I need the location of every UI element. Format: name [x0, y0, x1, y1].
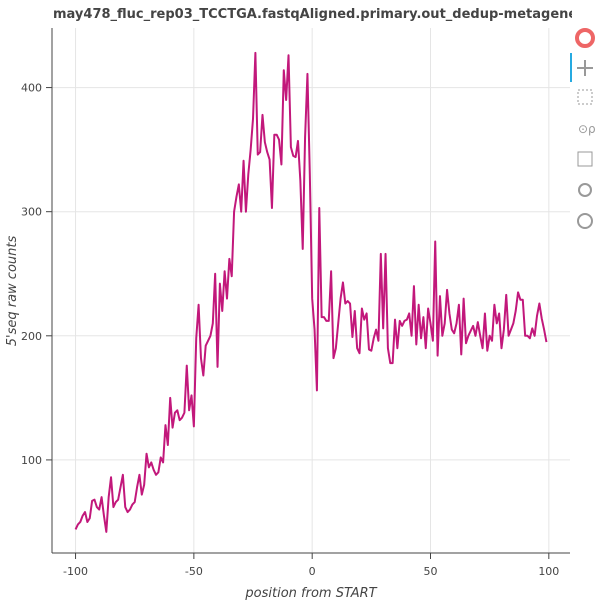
- y-tick-label: 300: [21, 206, 42, 219]
- save-tool[interactable]: [577, 151, 593, 167]
- chart-title: may478_fluc_rep03_TCCTGA.fastqAligned.pr…: [53, 7, 600, 22]
- x-axis-label: position from START: [244, 586, 377, 600]
- line-series: [74, 51, 548, 533]
- y-axis-label: 5'seq raw counts: [5, 236, 20, 347]
- x-tick-label: 0: [309, 565, 316, 578]
- bokeh-logo[interactable]: [575, 28, 595, 48]
- toolbar: ⊙ρ: [570, 0, 600, 600]
- x-tick-label: -100: [63, 565, 88, 578]
- y-tick-label: 400: [21, 82, 42, 95]
- reset-tool[interactable]: [578, 183, 592, 197]
- x-tick-label: 100: [538, 565, 559, 578]
- y-tick-label: 200: [21, 330, 42, 343]
- box-zoom-tool[interactable]: [577, 89, 593, 105]
- x-tick-label: -50: [185, 565, 203, 578]
- help-tool[interactable]: [577, 213, 593, 229]
- wheel-zoom-tool[interactable]: ⊙ρ: [578, 122, 596, 136]
- pan-tool[interactable]: [577, 60, 593, 76]
- x-tick-label: 50: [424, 565, 438, 578]
- y-tick-label: 100: [21, 454, 42, 467]
- toolbar-bg: [572, 0, 600, 600]
